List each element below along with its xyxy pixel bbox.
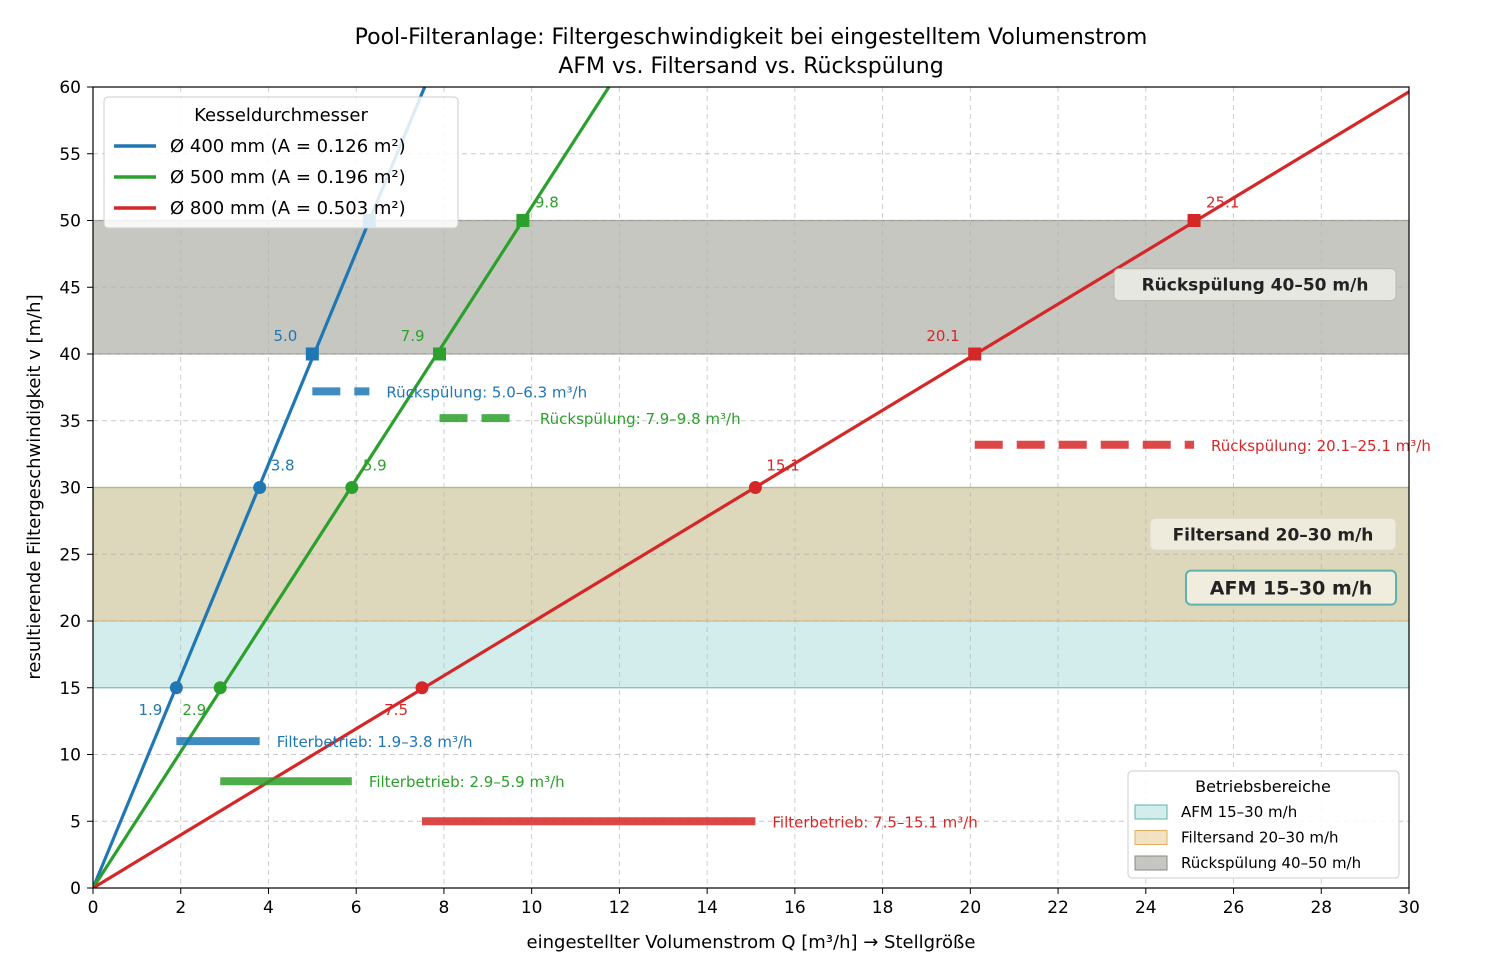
x-tick-label-4: 4 (263, 898, 274, 918)
y-tick-label-15: 15 (59, 679, 81, 699)
legend-series: Kesseldurchmesser Ø 400 mm (A = 0.126 m²)… (103, 96, 459, 229)
legend-series-title: Kesseldurchmesser (194, 105, 368, 126)
filter-point-0-0 (169, 681, 183, 695)
y-tick-label-45: 45 (59, 278, 81, 298)
legend-bands-swatch-2 (1134, 855, 1168, 871)
chart-title: Pool-Filteranlage: Filtergeschwindigkeit… (355, 25, 1148, 50)
x-tick-label-28: 28 (1310, 898, 1332, 918)
x-tick-label-10: 10 (521, 898, 543, 918)
x-tick-label-30: 30 (1398, 898, 1420, 918)
y-tick-label-20: 20 (59, 612, 81, 632)
band-label-box-2 (1113, 268, 1397, 302)
legend-bands-label-1: Filtersand 20–30 m/h (1181, 829, 1339, 847)
backwash-point-label-1-1: 9.8 (535, 194, 559, 212)
y-tick-label-35: 35 (59, 412, 81, 432)
filter-range-label-1: Filterbetrieb: 2.9–5.9 m³/h (369, 773, 565, 791)
legend-bands-swatch-0 (1134, 804, 1168, 820)
backwash-point-2-1 (1187, 214, 1201, 227)
filter-range-label-2: Filterbetrieb: 7.5–15.1 m³/h (772, 813, 977, 831)
filter-point-1-1 (345, 481, 359, 494)
filter-point-label-0-0: 1.9 (138, 701, 162, 719)
x-tick-label-22: 22 (1047, 898, 1069, 918)
x-tick-label-14: 14 (696, 898, 718, 918)
band-label-0: AFM 15–30 m/h (1210, 577, 1372, 599)
y-tick-label-30: 30 (59, 479, 81, 499)
backwash-range-label-1: Rückspülung: 7.9–9.8 m³/h (540, 410, 741, 428)
x-tick-label-8: 8 (439, 898, 450, 918)
filter-point-0-1 (253, 481, 267, 494)
backwash-point-label-2-0: 20.1 (926, 327, 959, 345)
legend-bands: Betriebsbereiche AFM 15–30 m/h Filtersand … (1127, 770, 1400, 879)
filter-point-label-1-0: 2.9 (182, 701, 206, 719)
band-label-box-0 (1185, 569, 1397, 606)
backwash-range-label-2: Rückspülung: 20.1–25.1 m³/h (1211, 437, 1431, 455)
backwash-point-2-0 (968, 347, 982, 361)
backwash-range-label-0: Rückspülung: 5.0–6.3 m³/h (386, 383, 587, 401)
filter-range-label-0: Filterbetrieb: 1.9–3.8 m³/h (277, 733, 473, 751)
y-tick-label-55: 55 (59, 145, 81, 165)
filter-point-2-0 (415, 681, 429, 695)
y-tick-label-40: 40 (59, 345, 81, 365)
band-label-1: Filtersand 20–30 m/h (1173, 525, 1374, 545)
filter-point-label-2-0: 7.5 (384, 701, 408, 719)
x-tick-label-6: 6 (351, 898, 362, 918)
filter-point-label-1-1: 5.9 (363, 457, 387, 475)
legend-bands-box (1127, 770, 1400, 879)
band-label-box-1 (1149, 517, 1397, 551)
legend-bands-swatch-1 (1134, 830, 1168, 845)
filter-point-1-0 (213, 681, 227, 695)
filter-point-2-1 (748, 481, 762, 494)
filter-point-label-0-1: 3.8 (271, 457, 295, 475)
x-tick-label-18: 18 (872, 898, 894, 918)
backwash-point-1-0 (433, 347, 447, 361)
backwash-point-0-0 (305, 347, 319, 361)
x-tick-label-2: 2 (175, 898, 186, 918)
y-tick-label-50: 50 (59, 212, 81, 232)
backwash-point-label-2-1: 25.1 (1206, 194, 1239, 212)
x-tick-label-24: 24 (1135, 898, 1157, 918)
y-tick-label-0: 0 (70, 879, 81, 899)
y-tick-label-5: 5 (70, 812, 81, 832)
backwash-point-label-0-0: 5.0 (273, 327, 297, 345)
legend-series-label-2: Ø 800 mm (A = 0.503 m²) (170, 198, 406, 219)
x-tick-label-20: 20 (960, 898, 982, 918)
y-tick-label-60: 60 (59, 78, 81, 98)
legend-series-label-0: Ø 400 mm (A = 0.126 m²) (170, 136, 406, 157)
y-tick-label-25: 25 (59, 545, 81, 565)
legend-bands-label-0: AFM 15–30 m/h (1181, 803, 1297, 821)
x-tick-label-26: 26 (1223, 898, 1245, 918)
backwash-point-1-1 (516, 214, 530, 227)
legend-bands-title: Betriebsbereiche (1195, 777, 1331, 796)
backwash-point-label-1-0: 7.9 (401, 327, 425, 345)
legend-series-box (103, 96, 459, 229)
plot-area: 0 2 4 6 8 10 12 14 16 18 20 22 24 26 28 300510152025303… (59, 78, 1431, 918)
filter-point-label-2-1: 15.1 (766, 457, 799, 475)
x-tick-label-12: 12 (609, 898, 631, 918)
y-tick-label-10: 10 (59, 746, 81, 766)
x-tick-label-16: 16 (784, 898, 806, 918)
y-axis-label: resultierende Filtergeschwindigkeit v [m… (24, 294, 45, 679)
x-axis-label: eingestellter Volumenstrom Q [m³/h] → St… (527, 932, 976, 953)
band-label-2: Rückspülung 40–50 m/h (1142, 276, 1369, 296)
x-tick-label-0: 0 (88, 898, 99, 918)
axes-frame (92, 86, 1410, 889)
legend-series-label-1: Ø 500 mm (A = 0.196 m²) (170, 167, 406, 188)
legend-bands-label-2: Rückspülung 40–50 m/h (1181, 854, 1361, 872)
chart-subtitle: AFM vs. Filtersand vs. Rückspülung (558, 54, 943, 79)
